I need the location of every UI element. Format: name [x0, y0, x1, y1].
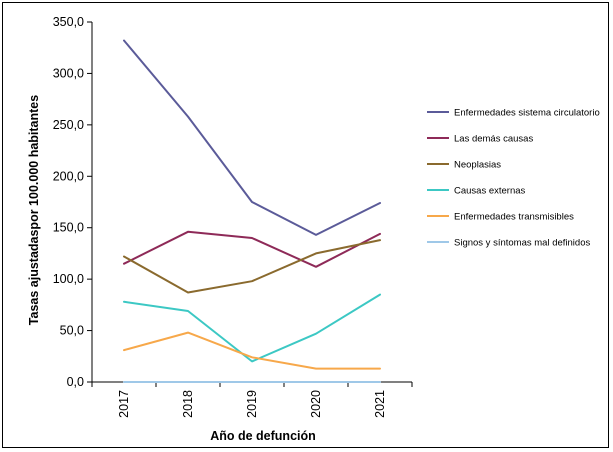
y-tick-label: 150,0 — [53, 221, 84, 235]
y-tick-label: 350,0 — [53, 15, 84, 29]
chart-frame — [2, 2, 609, 448]
legend-item: Neoplasias — [427, 160, 501, 171]
legend-item: Las demás causas — [427, 134, 533, 145]
legend-item: Enfermedades sistema circulatorio — [427, 108, 600, 119]
y-ticks: 0,0 50,0 100,0 150,0 200,0 250,0 300,0 350,0 — [53, 15, 92, 389]
series-line-5 — [123, 331, 381, 370]
legend-item: Signos y síntomas mal definidos — [427, 238, 590, 249]
y-tick-label: 250,0 — [53, 118, 84, 132]
legend-label: Enfermedades sistema circulatorio — [454, 108, 600, 119]
y-tick-label: 100,0 — [53, 272, 84, 286]
legend-label: Enfermedades transmisibles — [454, 212, 574, 223]
legend-label: Las demás causas — [454, 134, 533, 145]
series-line-2 — [123, 230, 381, 268]
x-tick-label: 2021 — [373, 390, 387, 418]
series-line-4 — [123, 293, 381, 363]
y-tick-label: 200,0 — [53, 169, 84, 183]
x-ticks: 2017 2018 2019 2020 2021 — [91, 382, 413, 418]
y-tick-label: 50,0 — [60, 324, 84, 338]
series-line-1 — [123, 39, 381, 236]
y-axis-title: Tasas ajustadaspor 100.000 habitantes — [27, 95, 41, 325]
x-axis-title: Año de defunción — [210, 429, 316, 443]
x-tick-label: 2020 — [309, 390, 323, 418]
x-tick-label: 2017 — [117, 390, 131, 418]
legend-label: Signos y síntomas mal definidos — [454, 238, 590, 249]
x-tick-label: 2018 — [181, 390, 195, 418]
legend-label: Causas externas — [454, 186, 526, 197]
legend-label: Neoplasias — [454, 160, 501, 171]
series-lines — [123, 39, 381, 383]
y-tick-label: 0,0 — [67, 375, 84, 389]
x-tick-label: 2019 — [245, 390, 259, 418]
legend-item: Causas externas — [427, 186, 526, 197]
series-line-3 — [123, 239, 381, 294]
y-tick-label: 300,0 — [53, 66, 84, 80]
legend-item: Enfermedades transmisibles — [427, 212, 574, 223]
legend: Enfermedades sistema circulatorio Las dem… — [427, 108, 600, 249]
